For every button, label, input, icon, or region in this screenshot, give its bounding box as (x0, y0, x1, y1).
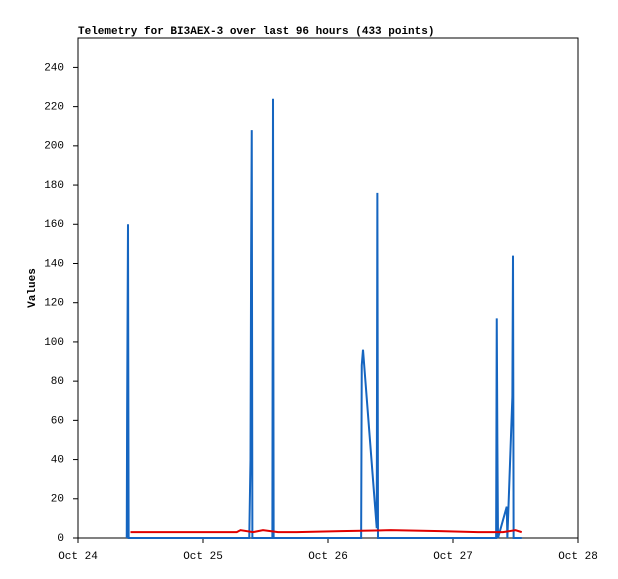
y-tick-label: 120 (44, 298, 64, 310)
x-tick-label: Oct 25 (183, 551, 223, 563)
y-tick-label: 40 (51, 454, 64, 466)
y-tick-label: 60 (51, 415, 64, 427)
series-line (130, 529, 523, 534)
x-tick-label: Oct 26 (308, 551, 348, 563)
y-tick-label: 160 (44, 219, 64, 231)
y-tick-label: 180 (44, 180, 64, 192)
y-tick-label: 140 (44, 258, 64, 270)
chart-title: Telemetry for BI3AEX-3 over last 96 hour… (78, 26, 434, 38)
x-tick-label: Oct 24 (58, 551, 98, 563)
y-tick-label: 20 (51, 494, 64, 506)
y-tick-label: 80 (51, 376, 64, 388)
plot-frame (77, 37, 579, 539)
y-tick-label: 100 (44, 337, 64, 349)
y-axis-label: Values (27, 268, 39, 308)
y-tick-label: 220 (44, 102, 64, 114)
series-line (125, 98, 522, 539)
x-tick-label: Oct 28 (558, 551, 598, 563)
y-tick-label: 200 (44, 141, 64, 153)
y-tick-label: 240 (44, 62, 64, 74)
x-tick-label: Oct 27 (433, 551, 473, 563)
y-tick-label: 0 (57, 533, 64, 545)
